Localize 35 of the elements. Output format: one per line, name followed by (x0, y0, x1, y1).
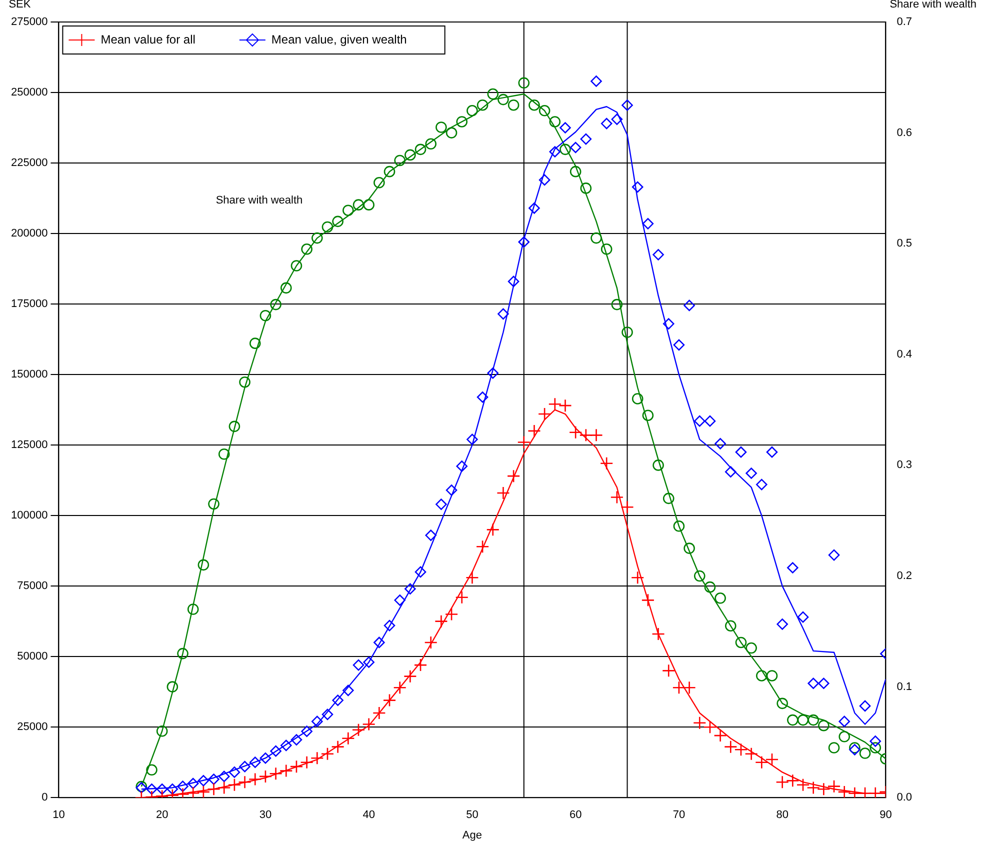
y-tick-label: 25000 (17, 721, 48, 734)
legend-label: Mean value for all (100, 32, 196, 46)
x-tick-label: 60 (569, 809, 582, 822)
y-tick-label: 175000 (10, 298, 48, 310)
y-tick-label: 75000 (17, 580, 48, 592)
y2-axis-title: Share with wealth (890, 0, 977, 11)
x-tick-label: 10 (52, 809, 65, 822)
y-axis-title: SEK (8, 0, 32, 11)
y-tick-label: 250000 (10, 86, 48, 99)
legend-label: Mean value, given wealth (271, 32, 407, 46)
x-tick-label: 20 (156, 809, 168, 822)
y2-tick-label: 0.6 (896, 126, 912, 139)
y2-tick-label: 0.1 (896, 680, 912, 693)
y2-tick-label: 0.0 (896, 792, 912, 804)
y2-tick-label: 0.5 (896, 238, 912, 250)
y-tick-label: 0 (42, 792, 48, 804)
y-tick-label: 200000 (10, 228, 48, 240)
y-tick-label: 275000 (10, 16, 48, 28)
y2-tick-label: 0.2 (896, 570, 912, 582)
y-tick-label: 50000 (17, 650, 48, 663)
x-tick-label: 50 (466, 809, 478, 822)
x-tick-label: 80 (776, 809, 788, 822)
x-tick-label: 70 (672, 809, 686, 822)
y2-tick-label: 0.4 (896, 348, 912, 360)
y-tick-label: 150000 (10, 368, 48, 381)
y2-tick-label: 0.3 (896, 459, 912, 472)
y-tick-label: 225000 (10, 157, 48, 170)
x-axis-title: Age (462, 829, 482, 842)
y-tick-label: 125000 (10, 439, 48, 452)
x-tick-label: 30 (259, 809, 272, 822)
y2-tick-label: 0.7 (896, 16, 912, 28)
y-tick-label: 100000 (10, 510, 48, 522)
x-tick-label: 40 (362, 809, 375, 822)
x-tick-label: 90 (880, 809, 892, 822)
annotation: Share with wealth (216, 194, 303, 206)
